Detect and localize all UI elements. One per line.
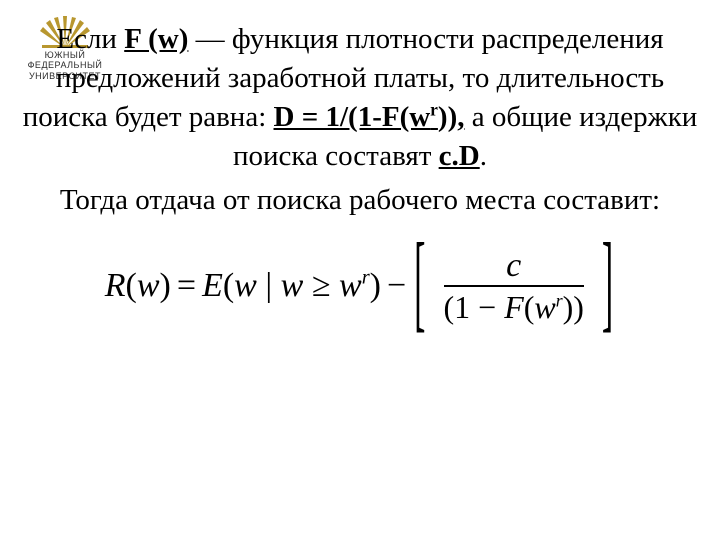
f-w1: w	[137, 267, 160, 304]
p1-cD: c.D	[439, 140, 480, 172]
f-den-po: (	[524, 289, 535, 325]
f-wr-base: w	[339, 267, 362, 304]
main-formula: R(w) = E(w | w ≥ wr) − [ c (1 − F(wr)) ]	[18, 248, 702, 325]
f-den-w: w	[534, 289, 555, 325]
slide-body: Если F (w) — функция плотности распредел…	[18, 20, 702, 325]
f-ge: ≥	[303, 267, 339, 304]
f-den-F: F	[504, 289, 524, 325]
f-rparen2: )	[370, 267, 381, 304]
f-lparen1: (	[126, 267, 137, 304]
f-numerator: c	[476, 248, 551, 286]
f-rbracket: ]	[602, 232, 613, 341]
f-w3: w	[281, 267, 304, 304]
paragraph-2: Тогда отдача от поиска рабочего места со…	[18, 181, 702, 220]
f-rparen1: )	[160, 267, 171, 304]
f-lhs: R(w)	[105, 263, 171, 309]
p1-formula-tail: )),	[438, 101, 465, 133]
f-E-term: E(w | w ≥ wr)	[202, 263, 381, 309]
f-den-sup: r	[556, 291, 563, 311]
f-eq: =	[177, 263, 196, 309]
p1-formula-sup: r	[430, 100, 438, 120]
f-den-close: )	[573, 289, 584, 325]
f-fraction: c (1 − F(wr))	[434, 248, 594, 325]
p1-text-d: .	[480, 140, 487, 172]
p1-text-a: Если	[56, 23, 124, 55]
paragraph-1: Если F (w) — функция плотности распредел…	[18, 20, 702, 177]
f-den-open: (1 −	[444, 289, 505, 325]
f-minus: −	[387, 263, 406, 309]
f-bar: |	[257, 267, 281, 304]
slide: ЮЖНЫЙ ФЕДЕРАЛЬНЫЙ УНИВЕРСИТЕТ Если F (w)…	[0, 0, 720, 540]
f-lparen2: (	[223, 267, 234, 304]
f-R: R	[105, 267, 126, 304]
f-w2: w	[234, 267, 257, 304]
f-E: E	[202, 267, 223, 304]
f-den-pc: )	[563, 289, 574, 325]
f-lbracket: [	[414, 232, 425, 341]
p1-formula: D = 1/(1-F(wr)),	[274, 101, 465, 133]
p1-Fw: F (w)	[124, 23, 188, 55]
f-wr-sup: r	[362, 267, 370, 289]
p1-formula-head: D = 1/(1-F(w	[274, 101, 431, 133]
f-denominator: (1 − F(wr))	[444, 287, 584, 325]
